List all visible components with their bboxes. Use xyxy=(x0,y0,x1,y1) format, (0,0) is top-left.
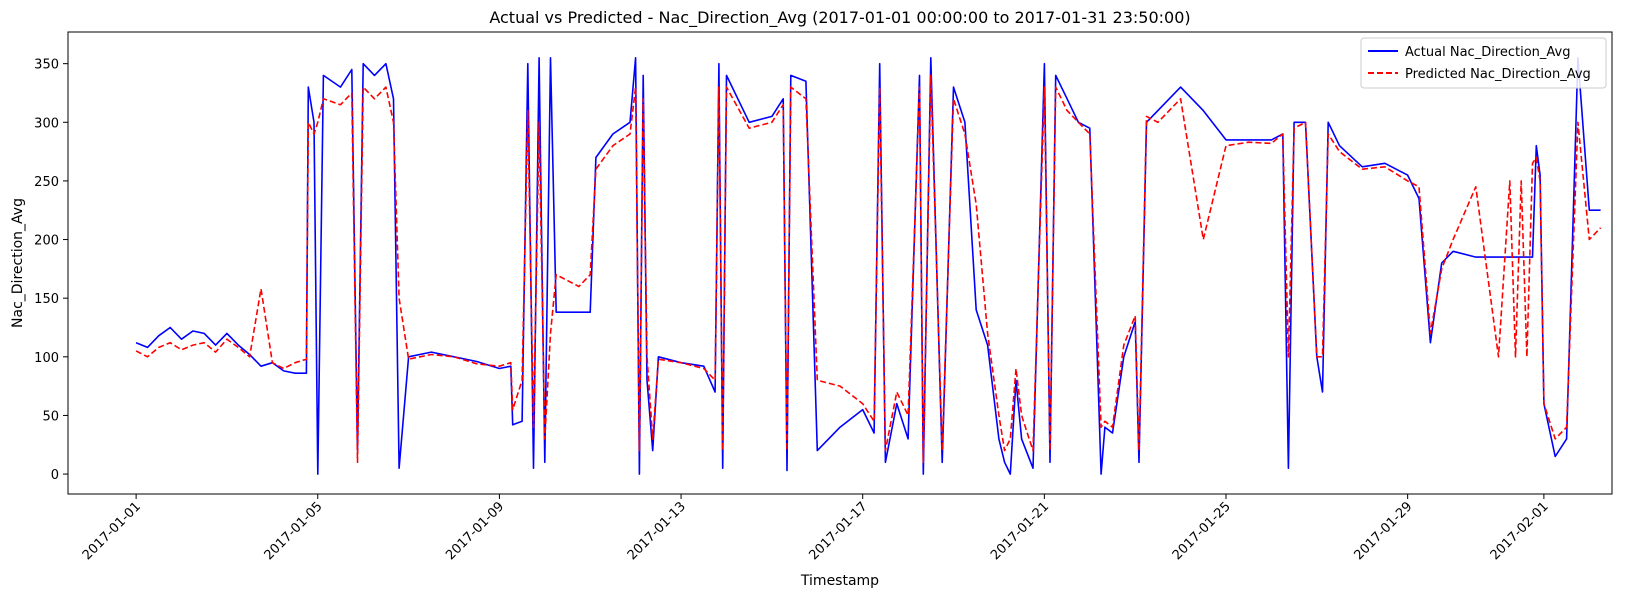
legend-label-predicted: Predicted Nac_Direction_Avg xyxy=(1405,67,1591,82)
legend: Actual Nac_Direction_Avg Predicted Nac_D… xyxy=(1360,37,1607,89)
plot-area xyxy=(67,31,1613,495)
series-layer xyxy=(135,57,1602,475)
legend-label-actual: Actual Nac_Direction_Avg xyxy=(1405,45,1571,60)
y-axis-label: Nac_Direction_Avg xyxy=(10,198,26,328)
chart-title: Actual vs Predicted - Nac_Direction_Avg … xyxy=(489,8,1190,28)
x-axis-label: Timestamp xyxy=(800,573,879,589)
y-tick-label: 0 xyxy=(51,468,59,483)
y-axis: 0 50 100 150 200 250 300 350 xyxy=(34,58,68,483)
y-tick-label: 100 xyxy=(34,351,59,366)
y-tick-label: 200 xyxy=(34,234,59,249)
y-tick-label: 150 xyxy=(34,292,59,307)
y-tick-label: 300 xyxy=(34,116,59,131)
y-tick-label: 250 xyxy=(34,175,59,190)
y-tick-label: 50 xyxy=(42,409,59,424)
y-tick-label: 350 xyxy=(34,58,59,73)
series-line-predicted xyxy=(135,74,1602,464)
plot-frame xyxy=(67,31,1613,495)
legend-box xyxy=(1360,37,1607,89)
